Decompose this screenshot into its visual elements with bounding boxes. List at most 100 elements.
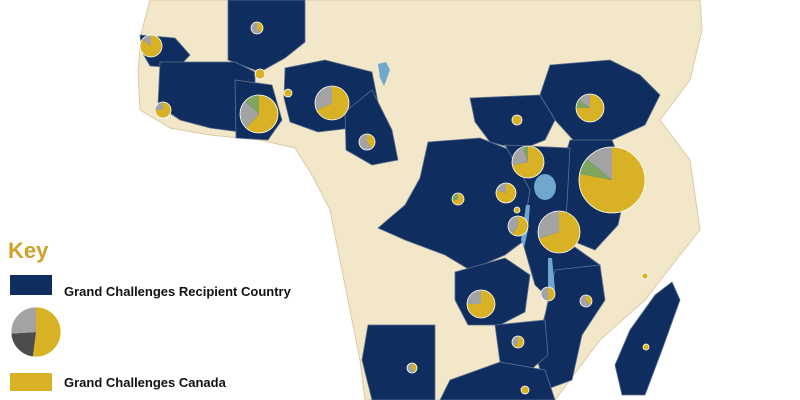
grant-pie-24-slice [643,344,649,350]
grant-pie-21-outline [511,335,525,349]
legend-sample-pie-slice [32,307,62,357]
grant-pie-12-slice [579,158,612,180]
grant-pie-24-outline [642,343,650,351]
grant-pie-19-slice [541,287,548,301]
grant-pie-13-slice [451,193,458,201]
legend-canada-swatch [10,373,52,391]
grant-pie-13-slice [452,193,464,205]
grant-pie-17 [537,210,581,254]
grant-pie-6 [283,88,293,98]
grant-pie-14 [495,182,517,204]
grant-pie-13-outline [451,192,465,206]
grant-pie-20 [579,294,593,308]
lake-chad [378,62,390,86]
grant-pie-11 [511,145,545,179]
grant-pie-1-outline [250,21,264,35]
grant-pie-2 [139,34,163,58]
grant-pie-22-outline [406,362,418,374]
grant-pie-11-slice [512,146,528,165]
legend-pie-chart [10,306,62,358]
grant-pie-11-slice [523,146,528,162]
grant-pies [139,21,650,395]
grant-pie-15 [513,206,521,214]
country-cameroon [344,89,399,166]
grant-pie-3-slice [255,69,265,79]
grant-pie-7-slice [316,86,349,120]
legend-recipient-label: Grand Challenges Recipient Country [64,284,291,299]
grant-pie-20-outline [579,294,593,308]
grant-pie-3 [254,68,266,80]
grant-pie-14-slice [496,183,517,204]
grant-pie-4-slice [155,102,163,110]
grant-pie-24 [642,343,650,351]
grant-pie-9-slice [578,94,590,108]
grant-pie-25-outline [520,385,530,395]
grant-pie-19 [540,286,556,302]
grant-pie-10-slice [512,115,522,125]
grant-pie-23-outline [641,272,649,280]
grant-pie-4-outline [154,101,172,119]
country-namibia [361,324,436,400]
legend-sample-pie-slice [11,332,36,357]
legend-sample-pie-outline [10,306,62,358]
grant-pie-5 [239,94,279,134]
grant-pie-3-outline [254,68,266,80]
grant-pie-11-outline [511,145,545,179]
grant-pie-17-slice [539,211,580,253]
grant-pie-15-slice [514,207,520,213]
grant-pie-11-slice [512,146,544,178]
grant-pie-9-outline [575,93,605,123]
grant-pie-16-outline [507,215,529,237]
grant-pie-21-slice [514,336,524,348]
grant-pie-22 [406,362,418,374]
legend-sample-pie-slice [10,307,36,334]
grant-pie-25-slice [521,386,529,394]
grant-pie-15-outline [513,206,521,214]
grant-pie-5-outline [239,94,279,134]
grant-pie-8-outline [358,133,376,151]
grant-pie-12 [578,146,646,214]
grant-pie-12-outline [578,146,646,214]
grant-pie-9 [575,93,605,123]
grant-pie-1 [250,21,264,35]
lake-victoria [534,174,556,200]
grant-pie-1-slice [257,22,263,33]
grant-pie-5-slice [245,95,278,133]
grant-pie-16-slice [507,216,518,235]
grant-pie-18-slice [467,290,481,304]
grant-pie-8 [358,133,376,151]
grant-pie-17-slice [538,211,559,239]
grant-pie-12-slice [586,147,612,180]
grant-pie-2-outline [139,34,163,58]
grant-pie-1-slice [251,22,261,34]
grant-pie-14-outline [495,182,517,204]
grant-pie-7-outline [314,85,350,121]
grant-pie-17-outline [537,210,581,254]
grant-pie-6-outline [283,88,293,98]
grant-pie-19-slice [548,287,555,301]
grant-pie-12-slice [579,147,645,214]
grant-pie-13 [451,192,465,206]
grant-pie-20-slice [580,295,591,307]
grant-pie-19-outline [540,286,556,302]
grant-pie-18-outline [466,289,496,319]
grant-pie-7 [314,85,350,121]
grant-pie-16 [507,215,529,237]
grant-pie-5-slice [245,95,259,114]
legend-recipient-swatch [10,275,52,295]
grant-pie-8-slice [358,134,372,150]
grant-pie-9-slice [576,99,590,108]
grant-pie-18 [466,289,496,319]
grant-pie-10 [511,114,523,126]
grant-pie-5-slice [240,100,259,128]
grant-pie-22-slice [407,363,415,373]
grant-pie-8-slice [367,134,376,149]
legend-sample-pie [10,306,62,358]
country-madagascar [614,281,681,396]
grant-pie-25 [520,385,530,395]
grant-pie-21 [511,335,525,349]
legend-canada-label: Grand Challenges Canada [64,375,226,390]
grant-pie-6-slice [284,89,292,97]
